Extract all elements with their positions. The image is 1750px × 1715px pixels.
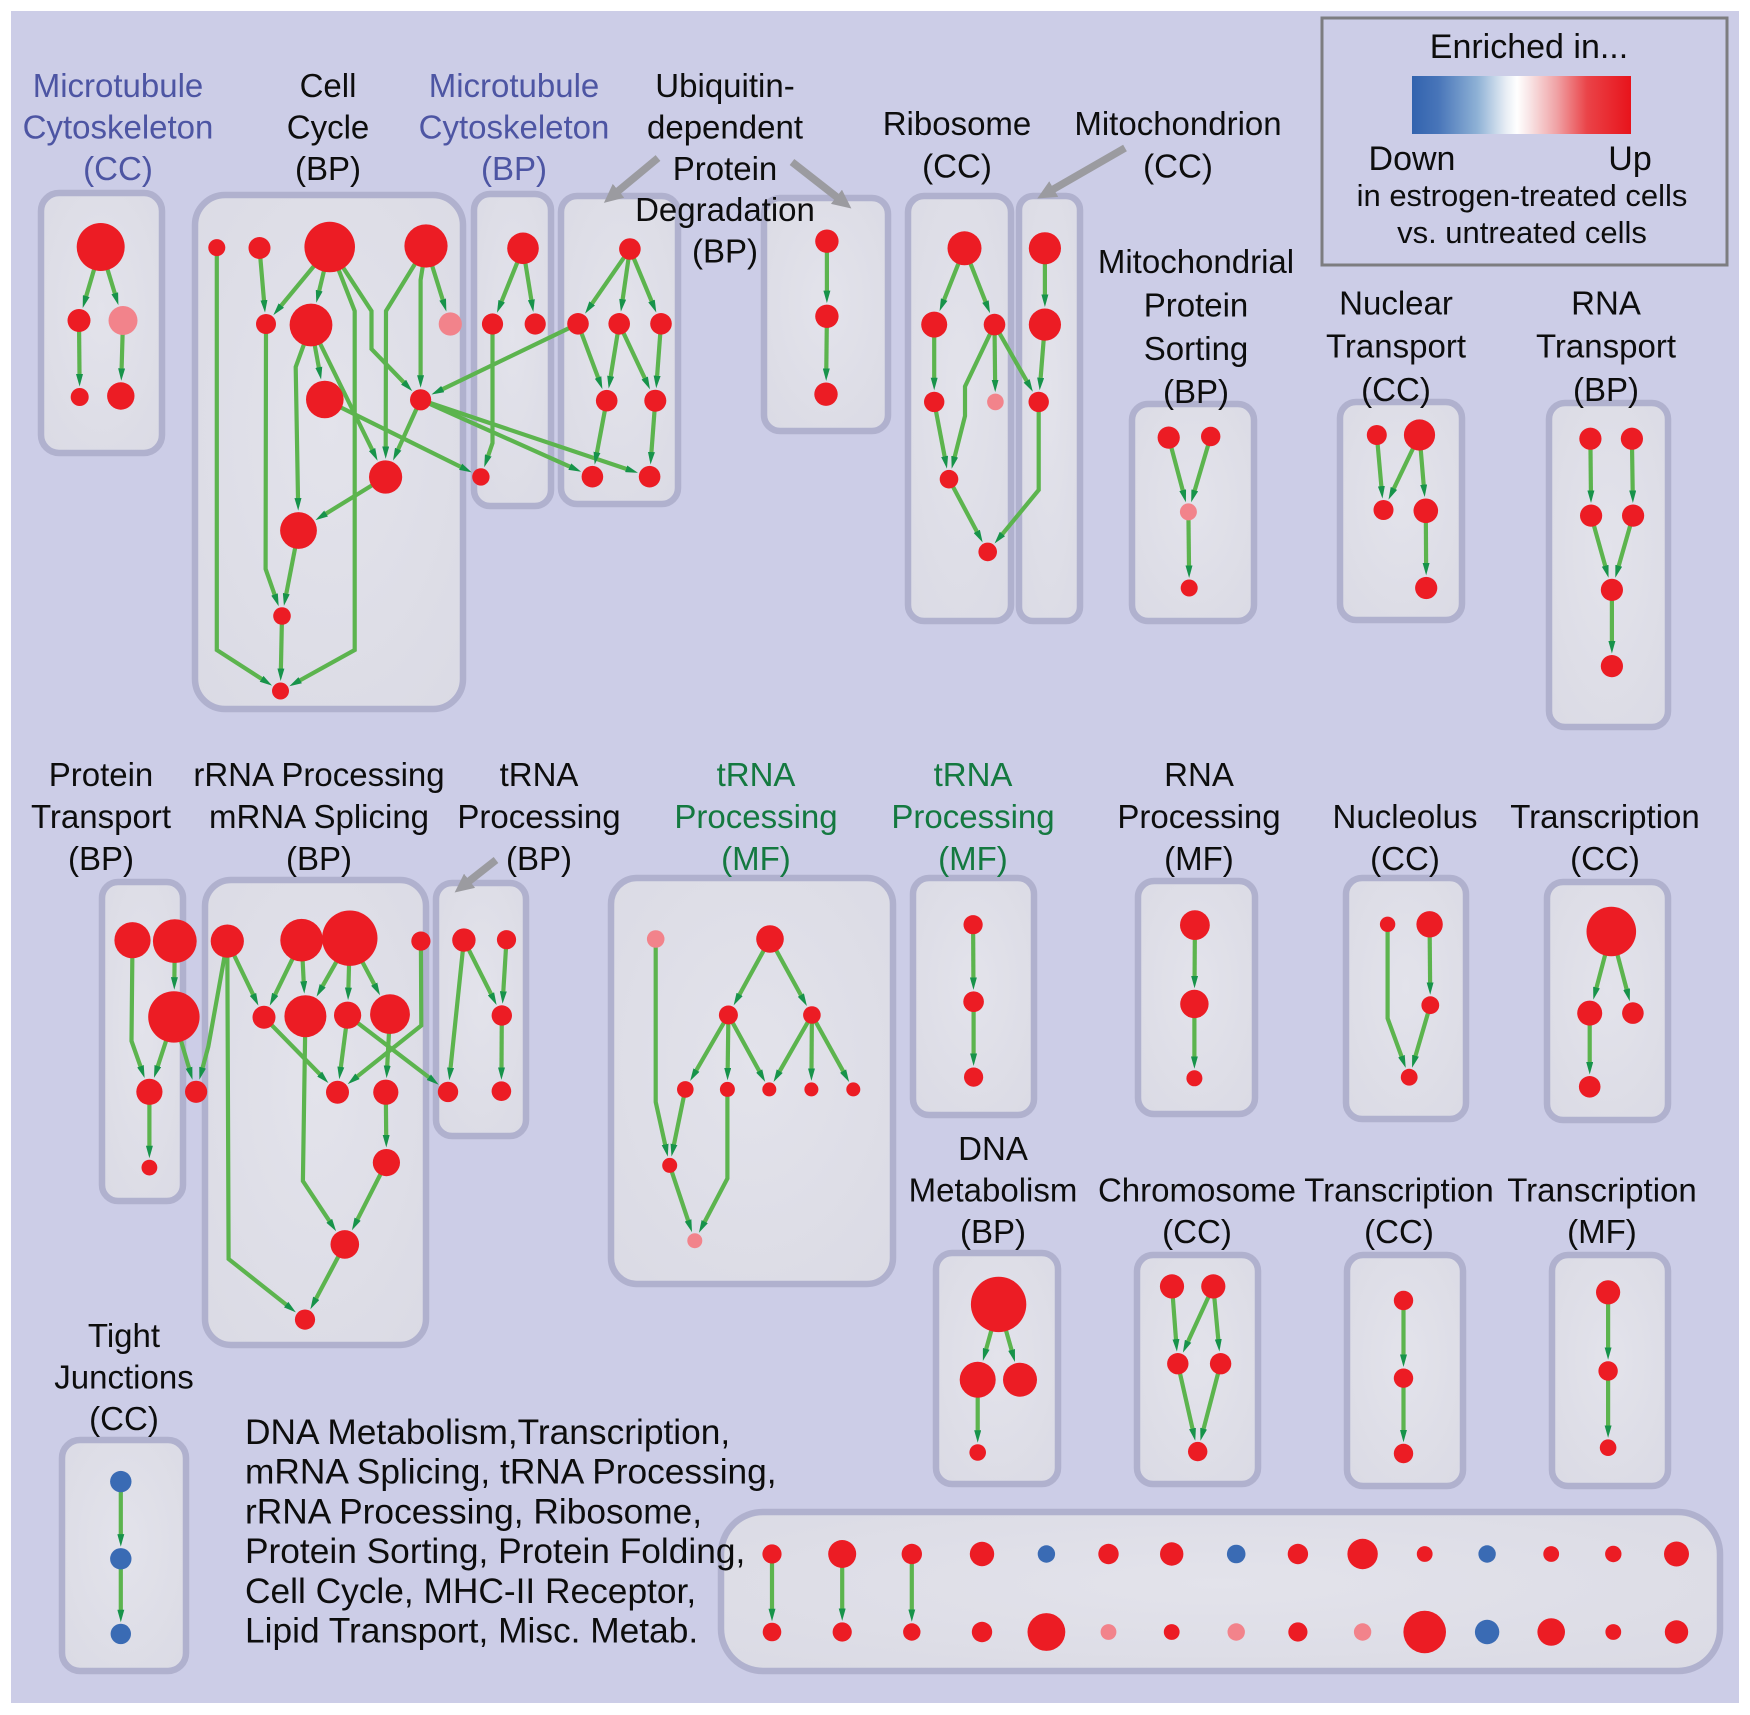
svg-text:tRNA: tRNA xyxy=(934,756,1013,793)
svg-text:(CC): (CC) xyxy=(1143,147,1213,184)
svg-text:rRNA Processing: rRNA Processing xyxy=(193,756,444,793)
svg-text:Transcription: Transcription xyxy=(1507,1172,1697,1209)
svg-text:DNA Metabolism,Transcription,: DNA Metabolism,Transcription, xyxy=(245,1413,730,1452)
svg-text:(BP): (BP) xyxy=(286,840,352,877)
svg-text:(BP): (BP) xyxy=(295,150,361,187)
svg-text:Processing: Processing xyxy=(674,798,837,835)
svg-text:(BP): (BP) xyxy=(481,150,547,187)
svg-text:Transport: Transport xyxy=(31,798,171,835)
svg-text:(MF): (MF) xyxy=(1567,1213,1637,1250)
svg-text:Enriched in...: Enriched in... xyxy=(1430,28,1628,66)
svg-text:Protein Sorting, Protein Foldi: Protein Sorting, Protein Folding, xyxy=(245,1532,745,1571)
svg-text:Sorting: Sorting xyxy=(1144,330,1249,367)
svg-text:Lipid Transport, Misc. Metab.: Lipid Transport, Misc. Metab. xyxy=(245,1612,698,1651)
svg-text:Junctions: Junctions xyxy=(54,1358,193,1395)
svg-text:(CC): (CC) xyxy=(1370,840,1440,877)
svg-text:(BP): (BP) xyxy=(1163,373,1229,410)
svg-text:(CC): (CC) xyxy=(1364,1213,1434,1250)
svg-text:Ubiquitin-: Ubiquitin- xyxy=(655,67,794,104)
svg-text:(CC): (CC) xyxy=(83,150,153,187)
svg-text:Processing: Processing xyxy=(891,798,1054,835)
svg-text:Microtubule: Microtubule xyxy=(33,67,204,104)
svg-text:Transport: Transport xyxy=(1536,328,1676,365)
svg-text:Cell: Cell xyxy=(300,67,357,104)
svg-text:Processing: Processing xyxy=(1117,798,1280,835)
svg-text:Transcription: Transcription xyxy=(1304,1172,1494,1209)
svg-text:Microtubule: Microtubule xyxy=(429,67,600,104)
svg-text:Protein: Protein xyxy=(1144,287,1249,324)
svg-text:Protein: Protein xyxy=(673,150,778,187)
svg-text:(MF): (MF) xyxy=(1164,840,1234,877)
svg-text:(BP): (BP) xyxy=(506,840,572,877)
svg-text:Chromosome: Chromosome xyxy=(1098,1172,1296,1209)
svg-text:rRNA Processing, Ribosome,: rRNA Processing, Ribosome, xyxy=(245,1492,702,1531)
svg-text:Tight: Tight xyxy=(88,1317,160,1354)
svg-text:Ribosome: Ribosome xyxy=(883,105,1032,142)
svg-text:Nuclear: Nuclear xyxy=(1339,284,1453,321)
svg-text:(MF): (MF) xyxy=(721,840,791,877)
svg-text:tRNA: tRNA xyxy=(717,756,796,793)
svg-text:RNA: RNA xyxy=(1164,756,1234,793)
svg-text:Cell Cycle, MHC-II Receptor,: Cell Cycle, MHC-II Receptor, xyxy=(245,1572,696,1611)
svg-text:(CC): (CC) xyxy=(922,147,992,184)
svg-text:Protein: Protein xyxy=(49,756,154,793)
svg-text:vs. untreated cells: vs. untreated cells xyxy=(1397,215,1647,250)
svg-text:Nucleolus: Nucleolus xyxy=(1333,798,1478,835)
svg-text:(BP): (BP) xyxy=(1573,371,1639,408)
svg-text:tRNA: tRNA xyxy=(500,756,579,793)
svg-text:Metabolism: Metabolism xyxy=(909,1172,1078,1209)
svg-text:(MF): (MF) xyxy=(938,840,1008,877)
svg-text:Cytoskeleton: Cytoskeleton xyxy=(419,108,610,145)
svg-text:Mitochondrial: Mitochondrial xyxy=(1098,243,1294,280)
svg-text:dependent: dependent xyxy=(647,108,803,145)
svg-text:(CC): (CC) xyxy=(1162,1213,1232,1250)
svg-text:Up: Up xyxy=(1608,140,1651,178)
svg-text:(BP): (BP) xyxy=(960,1213,1026,1250)
svg-text:in estrogen-treated cells: in estrogen-treated cells xyxy=(1357,178,1688,213)
svg-text:(BP): (BP) xyxy=(692,233,758,270)
svg-text:(CC): (CC) xyxy=(89,1400,159,1437)
svg-text:Transcription: Transcription xyxy=(1510,798,1700,835)
svg-text:Transport: Transport xyxy=(1326,328,1466,365)
svg-text:mRNA Splicing, tRNA Processing: mRNA Splicing, tRNA Processing, xyxy=(245,1453,777,1492)
svg-text:DNA: DNA xyxy=(958,1130,1028,1167)
svg-text:Mitochondrion: Mitochondrion xyxy=(1074,105,1281,142)
svg-text:Cycle: Cycle xyxy=(287,108,370,145)
svg-text:(BP): (BP) xyxy=(68,840,134,877)
svg-text:Degradation: Degradation xyxy=(635,191,815,228)
svg-text:mRNA Splicing: mRNA Splicing xyxy=(209,798,429,835)
svg-text:RNA: RNA xyxy=(1571,284,1641,321)
svg-text:Down: Down xyxy=(1369,140,1456,178)
svg-text:Processing: Processing xyxy=(457,798,620,835)
svg-text:Cytoskeleton: Cytoskeleton xyxy=(23,108,214,145)
svg-text:(CC): (CC) xyxy=(1361,371,1431,408)
svg-text:(CC): (CC) xyxy=(1570,840,1640,877)
